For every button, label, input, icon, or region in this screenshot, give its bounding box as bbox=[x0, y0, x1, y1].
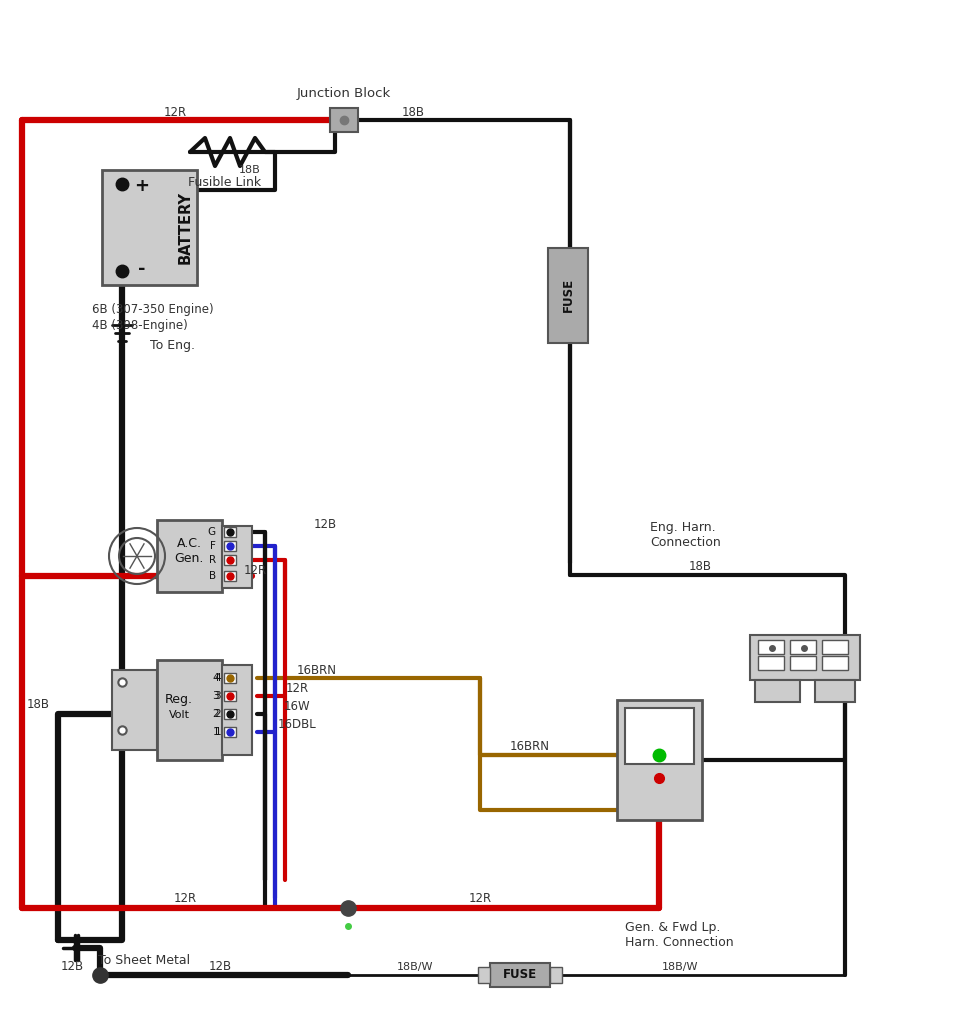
Text: B: B bbox=[208, 571, 216, 581]
FancyBboxPatch shape bbox=[815, 680, 855, 702]
FancyBboxPatch shape bbox=[478, 967, 490, 983]
FancyBboxPatch shape bbox=[222, 665, 252, 755]
Text: 16DBL: 16DBL bbox=[278, 717, 317, 730]
Text: Fusible Link: Fusible Link bbox=[188, 176, 262, 188]
Text: 12R: 12R bbox=[468, 892, 491, 905]
FancyBboxPatch shape bbox=[750, 635, 860, 680]
Text: 18B: 18B bbox=[688, 560, 711, 573]
Text: 12R: 12R bbox=[174, 892, 197, 905]
Text: R: R bbox=[208, 555, 216, 565]
Text: -: - bbox=[138, 260, 146, 278]
FancyBboxPatch shape bbox=[548, 248, 588, 343]
Text: 4: 4 bbox=[214, 673, 221, 683]
Text: +: + bbox=[134, 177, 150, 195]
Text: 16BRN: 16BRN bbox=[510, 741, 550, 754]
Text: 18B/W: 18B/W bbox=[397, 962, 433, 972]
FancyBboxPatch shape bbox=[157, 660, 222, 760]
Text: 16BRN: 16BRN bbox=[297, 664, 337, 676]
FancyBboxPatch shape bbox=[790, 656, 816, 670]
Text: G: G bbox=[207, 527, 216, 537]
FancyBboxPatch shape bbox=[224, 571, 236, 581]
Text: To Eng.: To Eng. bbox=[150, 339, 195, 352]
Text: 18B/W: 18B/W bbox=[662, 962, 699, 972]
FancyBboxPatch shape bbox=[490, 963, 550, 987]
Text: 3: 3 bbox=[212, 691, 219, 701]
FancyBboxPatch shape bbox=[224, 527, 236, 537]
Text: 18B: 18B bbox=[239, 165, 261, 175]
FancyBboxPatch shape bbox=[758, 656, 784, 670]
Text: 12R: 12R bbox=[286, 681, 309, 695]
FancyBboxPatch shape bbox=[617, 700, 702, 820]
Text: 2: 2 bbox=[212, 709, 219, 719]
Text: 18B: 18B bbox=[27, 698, 50, 711]
FancyBboxPatch shape bbox=[758, 640, 784, 654]
Text: 16W: 16W bbox=[284, 700, 311, 712]
Text: 12B: 12B bbox=[61, 961, 84, 974]
FancyBboxPatch shape bbox=[330, 108, 358, 132]
FancyBboxPatch shape bbox=[224, 541, 236, 551]
Text: Connection: Connection bbox=[650, 535, 721, 548]
Text: 12R: 12R bbox=[163, 105, 186, 119]
Text: Volt: Volt bbox=[169, 710, 189, 720]
Text: To Sheet Metal: To Sheet Metal bbox=[98, 953, 190, 967]
FancyBboxPatch shape bbox=[550, 967, 562, 983]
Text: Gen. & Fwd Lp.: Gen. & Fwd Lp. bbox=[625, 922, 721, 934]
Text: 18B: 18B bbox=[401, 105, 425, 119]
Text: 3: 3 bbox=[214, 691, 221, 701]
Text: Harn. Connection: Harn. Connection bbox=[625, 935, 733, 948]
Text: FUSE: FUSE bbox=[503, 969, 538, 981]
Text: 1: 1 bbox=[214, 727, 221, 737]
Text: FUSE: FUSE bbox=[562, 278, 574, 312]
Text: BATTERY: BATTERY bbox=[178, 190, 192, 264]
FancyBboxPatch shape bbox=[222, 526, 252, 588]
Text: 4: 4 bbox=[212, 673, 219, 683]
FancyBboxPatch shape bbox=[822, 656, 848, 670]
Text: 12B: 12B bbox=[314, 518, 337, 531]
Text: 12R: 12R bbox=[243, 564, 266, 577]
Text: A.C.
Gen.: A.C. Gen. bbox=[175, 537, 204, 565]
Text: 12B: 12B bbox=[208, 961, 232, 974]
Text: 2: 2 bbox=[214, 709, 221, 719]
FancyBboxPatch shape bbox=[625, 708, 694, 764]
FancyBboxPatch shape bbox=[755, 680, 800, 702]
Text: F: F bbox=[210, 541, 216, 551]
FancyBboxPatch shape bbox=[224, 709, 236, 719]
FancyBboxPatch shape bbox=[790, 640, 816, 654]
FancyBboxPatch shape bbox=[224, 727, 236, 737]
FancyBboxPatch shape bbox=[224, 691, 236, 701]
Text: Eng. Harn.: Eng. Harn. bbox=[650, 522, 716, 534]
FancyBboxPatch shape bbox=[102, 170, 197, 285]
Text: Junction Block: Junction Block bbox=[297, 88, 391, 100]
FancyBboxPatch shape bbox=[224, 555, 236, 565]
FancyBboxPatch shape bbox=[157, 520, 222, 592]
FancyBboxPatch shape bbox=[822, 640, 848, 654]
FancyBboxPatch shape bbox=[112, 670, 157, 750]
Text: 1: 1 bbox=[212, 727, 219, 737]
FancyBboxPatch shape bbox=[224, 673, 236, 683]
Text: 6B (307-350 Engine): 6B (307-350 Engine) bbox=[92, 303, 213, 316]
Text: 4B (398-Engine): 4B (398-Engine) bbox=[92, 319, 188, 332]
Text: Reg.: Reg. bbox=[165, 694, 193, 707]
